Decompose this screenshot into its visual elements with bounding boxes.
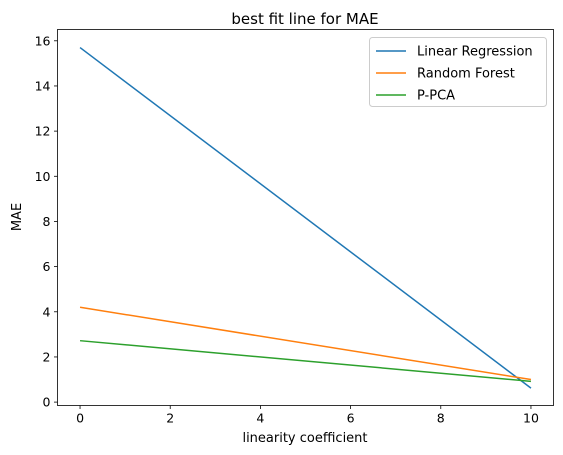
x-tick-label: 8 xyxy=(437,411,445,426)
y-tick-label: 8 xyxy=(43,214,51,229)
x-axis-label: linearity coefficient xyxy=(242,431,367,446)
y-tick-label: 12 xyxy=(35,124,51,139)
y-tick-label: 4 xyxy=(43,304,51,319)
x-tick-label: 10 xyxy=(523,411,539,426)
legend-box xyxy=(369,37,547,107)
y-axis: 0 2 4 6 8 10 12 14 16 xyxy=(35,33,58,410)
y-tick-label: 2 xyxy=(43,349,51,364)
y-tick-label: 6 xyxy=(43,259,51,274)
y-tick-label: 0 xyxy=(43,395,51,410)
legend: Linear Regression Random Forest P-PCA xyxy=(369,37,547,107)
y-tick-label: 10 xyxy=(35,169,51,184)
series-line-0 xyxy=(79,46,532,389)
y-tick-label: 14 xyxy=(35,78,51,93)
chart-title: best fit line for MAE xyxy=(231,10,378,28)
plot-area xyxy=(79,46,532,389)
y-tick-label: 16 xyxy=(35,33,51,48)
legend-label-0: Linear Regression xyxy=(417,45,533,60)
x-tick-label: 0 xyxy=(76,411,84,426)
axes-frame xyxy=(57,29,554,406)
x-tick-label: 2 xyxy=(166,411,174,426)
series-line-1 xyxy=(79,306,532,381)
y-axis-label: MAE xyxy=(10,203,25,231)
legend-label-2: P-PCA xyxy=(417,89,455,104)
x-tick-label: 4 xyxy=(256,411,264,426)
x-tick-label: 6 xyxy=(347,411,355,426)
series-line-2 xyxy=(79,339,532,383)
legend-label-1: Random Forest xyxy=(417,67,515,82)
x-axis: 0 2 4 6 8 10 xyxy=(76,405,539,426)
